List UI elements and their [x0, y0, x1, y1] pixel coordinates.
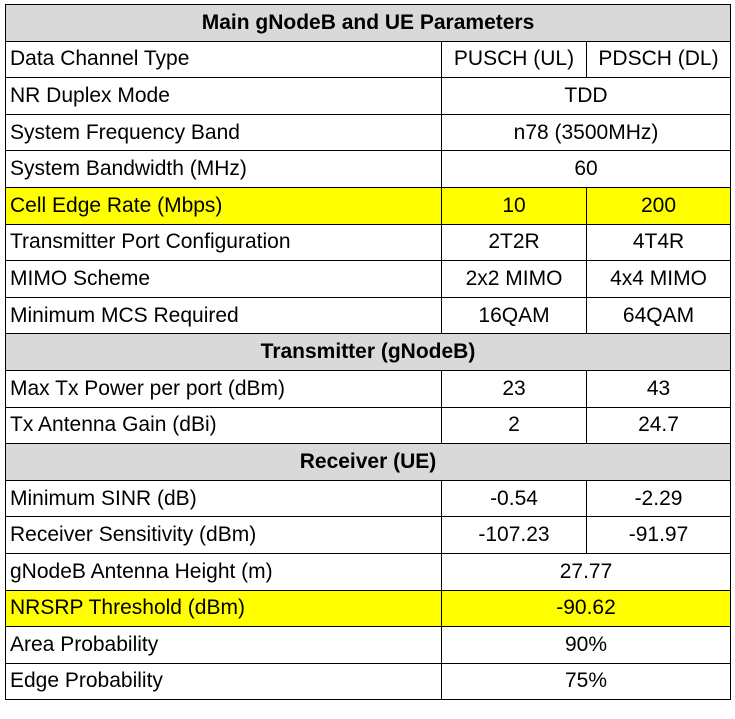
cell-value: 24.7 [585, 406, 732, 445]
table-row: MIMO Scheme 2x2 MIMO 4x4 MIMO [5, 260, 732, 298]
table-row: Edge Probability 75% [5, 662, 732, 701]
cell-value: 23 [441, 369, 587, 408]
cell-value: -0.54 [441, 479, 587, 518]
table-row: Max Tx Power per port (dBm) 23 43 [5, 369, 732, 408]
cell-value: 2T2R [441, 223, 587, 262]
row-label: MIMO Scheme [5, 260, 442, 298]
table-row: Area Probability 90% [5, 626, 732, 664]
row-label: NR Duplex Mode [5, 77, 442, 115]
cell-value: 10 [441, 186, 587, 225]
cell-value: 4x4 MIMO [585, 260, 732, 298]
table-row: Transmitter Port Configuration 2T2R 4T4R [5, 223, 732, 262]
row-label: Cell Edge Rate (Mbps) [5, 186, 442, 225]
cell-value: 90% [440, 626, 732, 664]
cell-value: 4T4R [585, 223, 732, 262]
cell-value: -2.29 [585, 479, 732, 518]
cell-value: 75% [440, 662, 732, 701]
row-label: Transmitter Port Configuration [5, 223, 442, 262]
cell-value: 43 [585, 369, 732, 408]
section-title: Transmitter (gNodeB) [4, 333, 732, 371]
table-row: Tx Antenna Gain (dBi) 2 24.7 [5, 406, 732, 445]
cell-value: 60 [440, 150, 732, 188]
table-row: Cell Edge Rate (Mbps) 10 200 [5, 186, 732, 225]
cell-value: -90.62 [440, 589, 732, 628]
section-title: Main gNodeB and UE Parameters [4, 4, 732, 42]
cell-value: n78 (3500MHz) [440, 113, 732, 152]
cell-value: 16QAM [441, 296, 587, 335]
page: Main gNodeB and UE Parameters Data Channe… [0, 4, 735, 719]
row-label: Minimum SINR (dB) [5, 479, 442, 518]
row-label: System Bandwidth (MHz) [5, 150, 442, 188]
row-label: Max Tx Power per port (dBm) [5, 369, 442, 408]
row-label: System Frequency Band [5, 113, 442, 152]
section-title: Receiver (UE) [4, 443, 732, 481]
row-label: Area Probability [5, 626, 442, 664]
table-row: Minimum SINR (dB) -0.54 -2.29 [5, 479, 732, 518]
row-label: gNodeB Antenna Height (m) [5, 552, 442, 591]
row-label: Receiver Sensitivity (dBm) [5, 516, 442, 554]
parameter-table: Main gNodeB and UE Parameters Data Channe… [4, 4, 732, 701]
row-label: Minimum MCS Required [5, 296, 442, 335]
cell-value: PDSCH (DL) [585, 40, 732, 79]
section-header-row: Main gNodeB and UE Parameters [4, 4, 732, 42]
table-row: System Bandwidth (MHz) 60 [5, 150, 732, 188]
cell-value: -91.97 [585, 516, 732, 554]
table-row: NRSRP Threshold (dBm) -90.62 [5, 589, 732, 628]
table-row: Data Channel Type PUSCH (UL) PDSCH (DL) [5, 40, 732, 79]
cell-value: -107.23 [441, 516, 587, 554]
section-header-row: Transmitter (gNodeB) [4, 333, 732, 371]
row-label: Data Channel Type [5, 40, 442, 79]
cell-value: 200 [585, 186, 732, 225]
section-header-row: Receiver (UE) [4, 443, 732, 481]
cell-value: 27.77 [440, 552, 732, 591]
cell-value: 64QAM [585, 296, 732, 335]
table-row: Minimum MCS Required 16QAM 64QAM [5, 296, 732, 335]
row-label: Tx Antenna Gain (dBi) [5, 406, 442, 445]
cell-value: 2 [441, 406, 587, 445]
table-row: gNodeB Antenna Height (m) 27.77 [5, 552, 732, 591]
table-row: Receiver Sensitivity (dBm) -107.23 -91.97 [5, 516, 732, 554]
cell-value: 2x2 MIMO [441, 260, 587, 298]
table-row: NR Duplex Mode TDD [5, 77, 732, 115]
row-label: Edge Probability [5, 662, 442, 701]
table-row: System Frequency Band n78 (3500MHz) [5, 113, 732, 152]
row-label: NRSRP Threshold (dBm) [5, 589, 442, 628]
cell-value: TDD [440, 77, 732, 115]
cell-value: PUSCH (UL) [441, 40, 587, 79]
